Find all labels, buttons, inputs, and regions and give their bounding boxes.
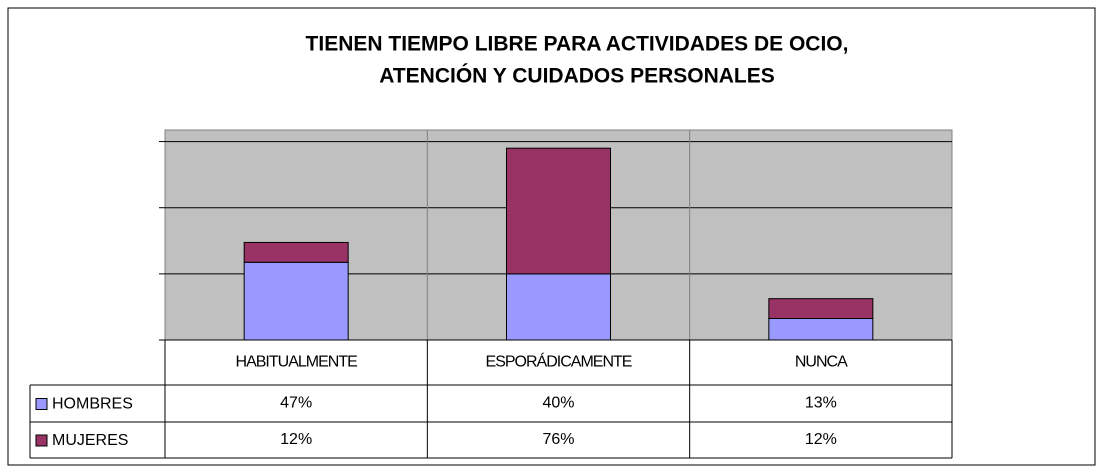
table-value: 76% [542, 431, 574, 448]
bar-segment [243, 241, 349, 263]
table-value: 40% [542, 395, 574, 412]
bar-segment [768, 318, 874, 341]
table-value: 47% [280, 395, 312, 412]
x-tick-label: ESPORÁDICAMENTE [486, 352, 632, 371]
x-tick-label: HABITUALMENTE [236, 354, 358, 371]
legend-label: HOMBRES [52, 396, 133, 413]
legend-label: MUJERES [52, 432, 128, 449]
bar-segment [506, 273, 611, 341]
bar-segment [768, 298, 874, 320]
chart-title: ATENCIÓN Y CUIDADOS PERSONALES [379, 64, 775, 88]
table-value: 12% [805, 431, 837, 448]
bar-segment [506, 147, 611, 275]
bar-segment [243, 261, 349, 341]
legend-swatch [35, 434, 48, 447]
chart-title: TIENEN TIEMPO LIBRE PARA ACTIVIDADES DE … [306, 33, 849, 56]
table-value: 13% [805, 395, 837, 412]
table-value: 12% [280, 431, 312, 448]
x-tick-label: NUNCA [795, 354, 848, 371]
legend-swatch [35, 398, 48, 410]
